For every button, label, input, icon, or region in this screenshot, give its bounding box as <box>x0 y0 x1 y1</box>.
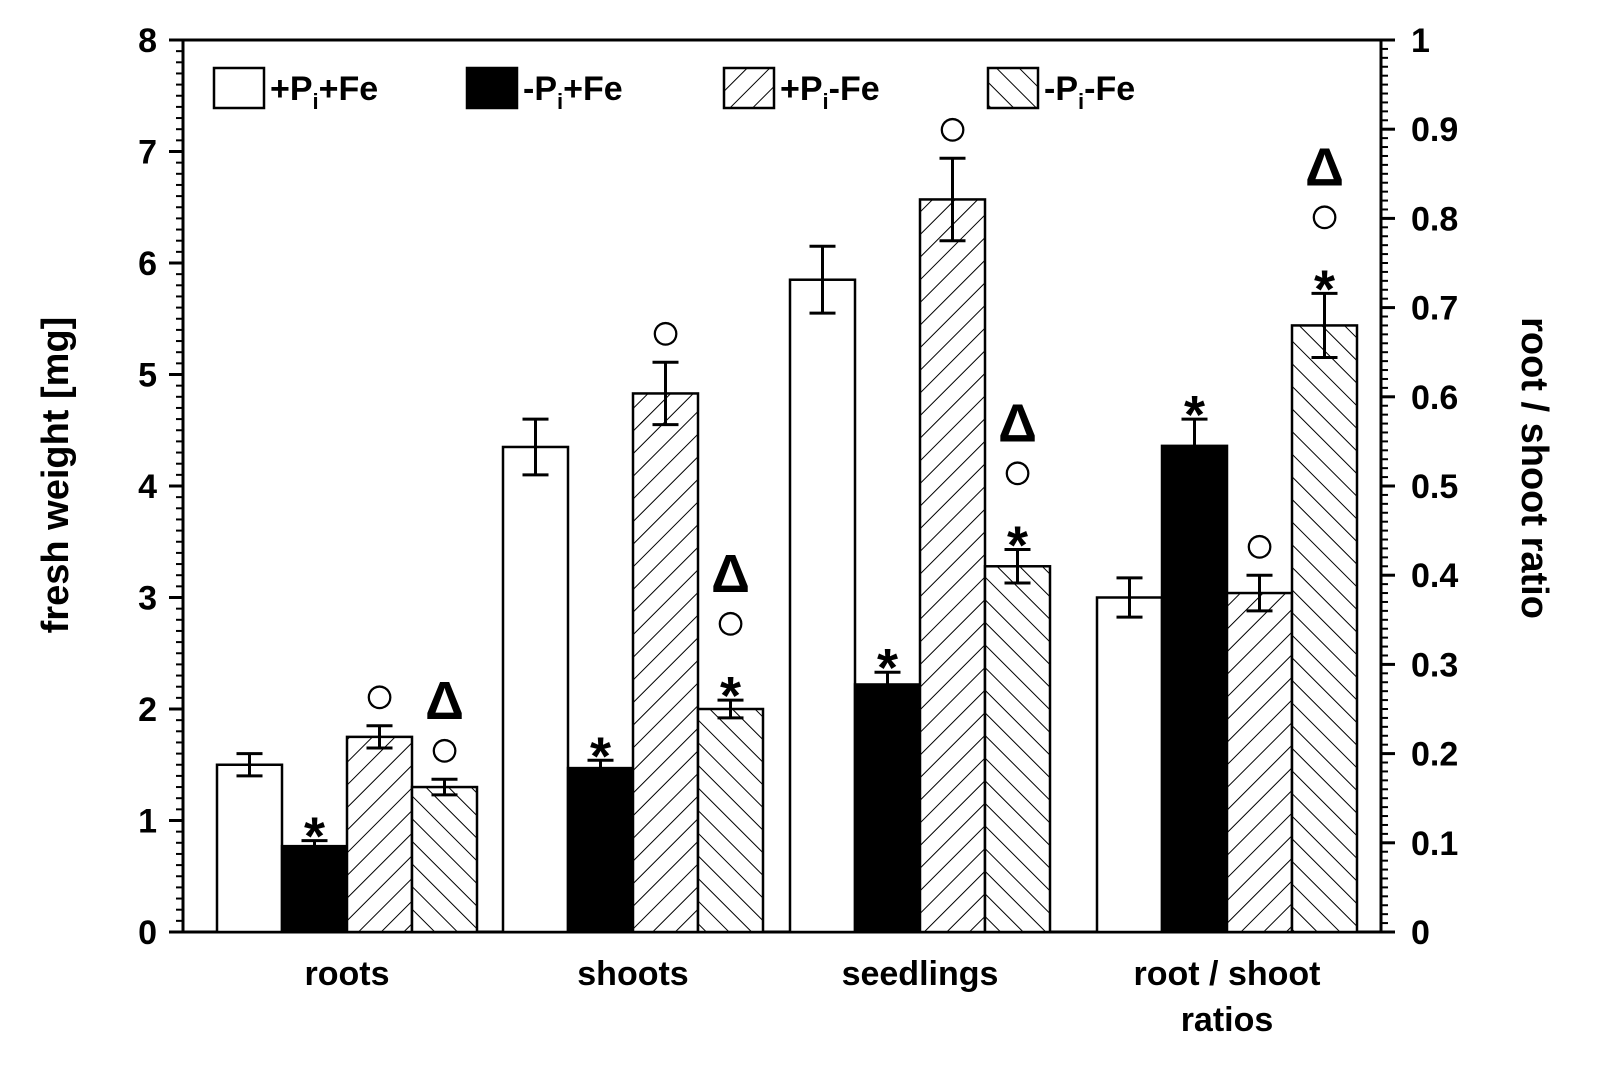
left-axis-title: fresh weight [mg] <box>35 317 77 634</box>
legend: +Pi+Fe -Pi+Fe +Pi-Fe -Pi-Fe <box>212 66 1135 114</box>
significance-markers: ****○○○○○Δ *○Δ *○Δ*○Δ <box>304 98 1344 866</box>
left-tick-label: 6 <box>138 245 157 283</box>
legend-swatch <box>465 66 519 110</box>
right-tick-label: 0.9 <box>1411 111 1458 149</box>
category-label: ratios <box>1181 1001 1274 1039</box>
right-tick-label: 0.1 <box>1411 825 1458 863</box>
left-tick-label: 4 <box>138 468 157 506</box>
right-axis-title: root / shoot ratio <box>1513 317 1555 619</box>
category-label: root / shoot <box>1134 955 1321 993</box>
error-bars <box>236 156 1338 854</box>
legend-label: +Pi+Fe <box>270 70 378 114</box>
significance-marker: Δ <box>998 394 1037 454</box>
category-label: seedlings <box>842 955 999 993</box>
significance-marker: ○ <box>936 98 969 158</box>
bar <box>1225 591 1294 934</box>
bar <box>1160 444 1229 934</box>
significance-marker: * <box>304 807 325 867</box>
significance-marker: Δ <box>1305 137 1344 197</box>
right-tick-label: 0 <box>1411 914 1430 952</box>
legend-label: -Pi-Fe <box>1044 70 1135 114</box>
left-tick-label: 0 <box>138 914 157 952</box>
bar <box>696 707 765 934</box>
significance-marker: ○ <box>428 719 461 779</box>
significance-marker: * <box>720 666 741 726</box>
significance-marker: ○ <box>714 592 747 652</box>
left-tick-label: 5 <box>138 357 157 395</box>
legend-swatch <box>986 66 1040 110</box>
right-tick-label: 0.2 <box>1411 736 1458 774</box>
bar <box>215 763 284 934</box>
significance-marker: * <box>1314 259 1335 319</box>
bar <box>788 278 857 934</box>
bar <box>410 785 479 934</box>
bar <box>566 766 635 934</box>
legend-label: +Pi-Fe <box>780 70 880 114</box>
right-tick-label: 0.3 <box>1411 646 1458 684</box>
bar <box>280 844 349 934</box>
right-tick-label: 1 <box>1411 22 1430 60</box>
legend-label: -Pi+Fe <box>523 70 623 114</box>
left-tick-label: 3 <box>138 580 157 618</box>
category-label: roots <box>305 955 390 993</box>
left-axis: 0 1 2 3 4 5 6 7 8 <box>138 22 183 952</box>
significance-marker: ○ <box>1001 442 1034 502</box>
left-tick-label: 1 <box>138 803 157 841</box>
left-tick-label: 8 <box>138 22 157 60</box>
bar <box>501 445 570 934</box>
right-axis: 0 0.1 0.2 0.3 0.4 0.5 0.6 0.7 0.8 0.9 1 <box>1381 22 1458 952</box>
significance-marker: Δ <box>425 671 464 731</box>
significance-marker: Δ <box>711 544 750 604</box>
bar <box>983 565 1052 934</box>
bar <box>1290 324 1359 934</box>
significance-marker: * <box>877 638 898 698</box>
bar <box>631 392 700 934</box>
legend-swatch <box>722 66 776 110</box>
significance-marker: ○ <box>363 666 396 726</box>
left-tick-label: 7 <box>138 134 157 172</box>
bar <box>853 683 922 934</box>
significance-marker: * <box>1007 516 1028 576</box>
significance-marker: ○ <box>649 302 682 362</box>
right-tick-label: 0.4 <box>1411 557 1458 595</box>
significance-marker: * <box>1184 385 1205 445</box>
bar-series <box>215 198 1359 934</box>
bar <box>918 198 987 934</box>
right-tick-label: 0.7 <box>1411 290 1458 328</box>
category-label: shoots <box>577 955 688 993</box>
category-labels: roots shoots seedlings root / shoot ratios <box>305 955 1321 1039</box>
bar <box>1095 596 1164 934</box>
bar <box>345 735 414 934</box>
significance-marker: * <box>590 726 611 786</box>
significance-marker: ○ <box>1308 185 1341 245</box>
right-tick-label: 0.8 <box>1411 200 1458 238</box>
significance-marker: ○ <box>1243 515 1276 575</box>
legend-swatch <box>212 66 266 110</box>
right-tick-label: 0.6 <box>1411 379 1458 417</box>
left-tick-label: 2 <box>138 691 157 729</box>
right-tick-label: 0.5 <box>1411 468 1458 506</box>
